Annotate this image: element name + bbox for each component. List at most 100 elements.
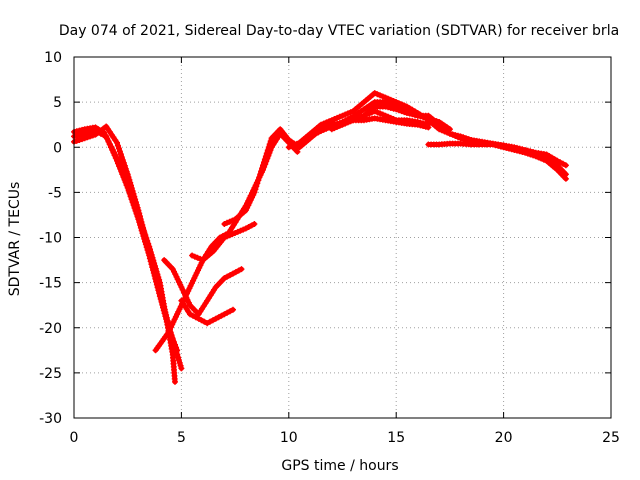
data-point [412, 112, 418, 118]
data-point [123, 168, 130, 175]
data-point [149, 259, 156, 266]
series-arc-7 [189, 221, 258, 264]
data-point [251, 189, 258, 196]
data-point [133, 201, 140, 208]
data-point [265, 144, 272, 151]
data-point [457, 135, 464, 142]
data-point [155, 282, 162, 289]
series-trace [153, 131, 300, 353]
series-markers [285, 90, 569, 178]
data-point [252, 186, 259, 193]
data-point [133, 199, 139, 206]
data-point [226, 232, 233, 239]
data-point [377, 92, 384, 99]
data-point [336, 113, 343, 120]
data-point [226, 218, 233, 225]
data-series [71, 90, 569, 385]
axis-ticks: 0 5 10 15 20 25 10 5 0 -5 -10 -15 -20 -25 -30 [39, 50, 620, 446]
data-point [115, 157, 122, 164]
data-point [135, 207, 142, 214]
data-point [143, 236, 150, 243]
data-point [89, 132, 96, 139]
data-point [320, 126, 327, 133]
data-point [151, 268, 158, 275]
data-point [342, 111, 349, 118]
data-point [172, 378, 178, 385]
data-point [136, 210, 143, 217]
data-point [379, 93, 386, 100]
data-point [262, 153, 269, 160]
data-point [339, 112, 346, 119]
data-point [320, 120, 327, 127]
data-point [229, 217, 236, 224]
y-tick-label: 5 [53, 95, 62, 111]
data-point [76, 127, 83, 134]
data-point [428, 116, 435, 123]
data-point [128, 182, 134, 189]
data-point [178, 365, 185, 372]
data-point [163, 311, 170, 318]
data-point [519, 146, 526, 153]
data-point [258, 168, 265, 175]
data-point [81, 135, 88, 142]
data-point [387, 105, 394, 111]
data-point [76, 137, 83, 143]
data-point [326, 118, 333, 125]
y-tick-label: -25 [39, 366, 62, 382]
data-point [334, 114, 341, 121]
data-point [260, 162, 266, 169]
data-point [527, 148, 534, 155]
data-point [336, 122, 343, 129]
data-point [409, 111, 416, 118]
x-axis-label: GPS time / hours [281, 458, 398, 474]
data-point [540, 156, 547, 163]
series-markers [152, 130, 301, 354]
data-point [118, 154, 125, 161]
data-point [130, 190, 137, 197]
data-point [116, 160, 123, 167]
data-point [374, 109, 381, 116]
data-point [146, 248, 153, 254]
data-point [170, 337, 177, 344]
data-point [120, 159, 127, 166]
data-point [148, 256, 155, 263]
data-point [449, 131, 456, 138]
series-arc-5 [161, 257, 245, 318]
data-point [514, 144, 520, 151]
data-point [334, 123, 341, 130]
data-point [160, 303, 167, 310]
data-point [126, 176, 133, 183]
data-point [251, 221, 258, 227]
y-tick-label: -15 [39, 276, 62, 292]
chart-title: Day 074 of 2021, Sidereal Day-to-day VTE… [59, 23, 619, 39]
data-point [259, 165, 266, 172]
data-point [152, 271, 159, 278]
data-point [137, 213, 143, 220]
data-point [117, 151, 124, 158]
data-point [144, 242, 151, 249]
data-point [132, 196, 139, 203]
data-point [261, 156, 268, 163]
data-point [150, 265, 157, 272]
y-tick-label: 10 [44, 50, 62, 66]
data-point [114, 139, 120, 146]
series-markers [161, 257, 245, 318]
series-arc-12 [361, 103, 453, 133]
series-markers [328, 115, 432, 133]
data-point [158, 294, 165, 301]
data-point [342, 120, 349, 127]
data-point [164, 317, 171, 324]
data-point [516, 145, 523, 152]
data-point [374, 91, 381, 98]
data-point [414, 121, 421, 128]
data-point [116, 148, 123, 155]
data-point [234, 228, 241, 235]
data-point [253, 183, 260, 190]
data-point [256, 174, 263, 181]
data-point [261, 159, 267, 166]
data-point [264, 147, 271, 154]
data-point [379, 111, 386, 118]
data-point [141, 230, 148, 237]
y-axis-label: SDTVAR / TECUs [7, 182, 23, 297]
data-point [294, 148, 301, 155]
